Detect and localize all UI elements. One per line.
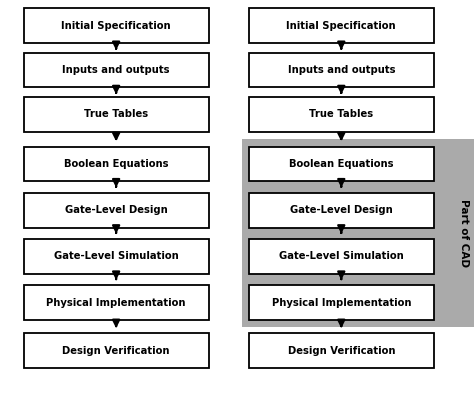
Text: Initial Specification: Initial Specification <box>286 21 396 31</box>
Bar <box>24 239 209 274</box>
Text: Physical Implementation: Physical Implementation <box>272 297 411 308</box>
Text: Initial Specification: Initial Specification <box>61 21 171 31</box>
Bar <box>249 53 434 87</box>
Bar <box>24 147 209 181</box>
Text: Design Verification: Design Verification <box>63 346 170 356</box>
Bar <box>24 285 209 320</box>
Text: Inputs and outputs: Inputs and outputs <box>63 65 170 75</box>
Bar <box>249 333 434 368</box>
Text: Inputs and outputs: Inputs and outputs <box>288 65 395 75</box>
Bar <box>24 193 209 228</box>
Bar <box>249 285 434 320</box>
Bar <box>24 8 209 43</box>
Bar <box>249 97 434 132</box>
Bar <box>24 97 209 132</box>
Text: Gate-Level Simulation: Gate-Level Simulation <box>279 251 404 261</box>
Text: Boolean Equations: Boolean Equations <box>289 159 393 169</box>
Text: Gate-Level Simulation: Gate-Level Simulation <box>54 251 179 261</box>
Text: Gate-Level Design: Gate-Level Design <box>65 205 167 215</box>
Text: Boolean Equations: Boolean Equations <box>64 159 168 169</box>
Text: Gate-Level Design: Gate-Level Design <box>290 205 392 215</box>
Bar <box>249 8 434 43</box>
Text: Design Verification: Design Verification <box>288 346 395 356</box>
Bar <box>249 147 434 181</box>
Text: True Tables: True Tables <box>84 109 148 119</box>
Bar <box>249 193 434 228</box>
Bar <box>249 239 434 274</box>
Text: Physical Implementation: Physical Implementation <box>46 297 186 308</box>
Bar <box>24 333 209 368</box>
Bar <box>24 53 209 87</box>
Text: True Tables: True Tables <box>309 109 374 119</box>
Bar <box>242 139 474 327</box>
Text: Part of CAD: Part of CAD <box>458 199 469 267</box>
